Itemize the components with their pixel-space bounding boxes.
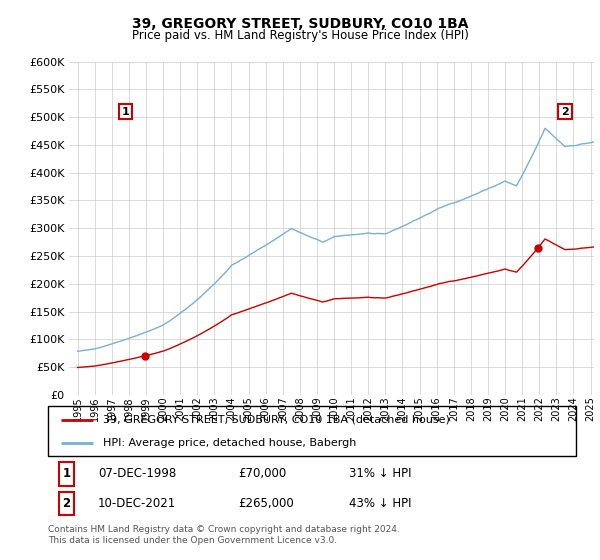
Text: 39, GREGORY STREET, SUDBURY, CO10 1BA: 39, GREGORY STREET, SUDBURY, CO10 1BA (132, 17, 468, 31)
Text: 43% ↓ HPI: 43% ↓ HPI (349, 497, 412, 510)
Text: 10-DEC-2021: 10-DEC-2021 (98, 497, 176, 510)
Text: 1: 1 (62, 468, 71, 480)
Text: 2: 2 (62, 497, 71, 510)
Text: 39, GREGORY STREET, SUDBURY, CO10 1BA (detached house): 39, GREGORY STREET, SUDBURY, CO10 1BA (d… (103, 414, 451, 424)
Text: HPI: Average price, detached house, Babergh: HPI: Average price, detached house, Babe… (103, 438, 357, 448)
Text: £70,000: £70,000 (238, 468, 286, 480)
Text: 31% ↓ HPI: 31% ↓ HPI (349, 468, 412, 480)
Text: £265,000: £265,000 (238, 497, 294, 510)
Text: 07-DEC-1998: 07-DEC-1998 (98, 468, 176, 480)
Text: 2: 2 (561, 106, 569, 116)
FancyBboxPatch shape (59, 492, 74, 515)
Text: Price paid vs. HM Land Registry's House Price Index (HPI): Price paid vs. HM Land Registry's House … (131, 29, 469, 42)
Text: Contains HM Land Registry data © Crown copyright and database right 2024.
This d: Contains HM Land Registry data © Crown c… (48, 525, 400, 545)
FancyBboxPatch shape (59, 462, 74, 486)
Text: 1: 1 (122, 106, 130, 116)
